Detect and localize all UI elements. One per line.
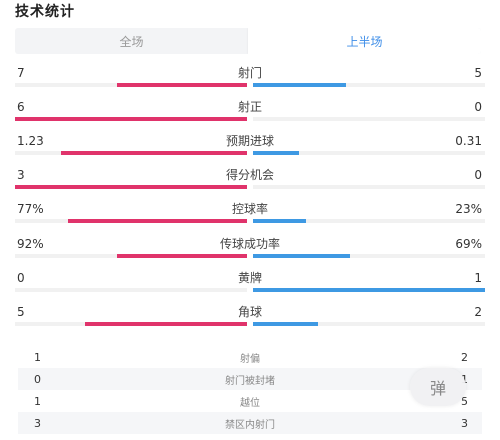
home-bar-track — [15, 151, 247, 155]
stat-label: 传球成功率 — [219, 237, 280, 251]
extra-home-value: 0 — [34, 372, 41, 386]
home-bar-fill — [61, 151, 247, 155]
away-bar-fill — [253, 322, 318, 326]
home-bar-track — [15, 254, 247, 258]
stat-away-value: 69% — [455, 237, 482, 251]
stat-away-value: 5 — [474, 66, 482, 80]
extra-stat-label: 射门被封堵 — [225, 375, 275, 387]
stat-label: 得分机会 — [225, 168, 274, 182]
away-bar-fill — [253, 254, 351, 258]
extra-stat-label: 禁区内射门 — [225, 419, 275, 431]
away-bar-track — [253, 219, 485, 223]
away-bar-track — [253, 288, 485, 292]
stat-home-value: 5 — [17, 305, 25, 319]
extra-home-value: 3 — [34, 416, 41, 430]
home-bar-fill — [15, 117, 247, 121]
period-tabs: 全场 上半场 — [15, 28, 481, 54]
home-bar-track — [15, 117, 247, 121]
stat-away-value: 23% — [455, 202, 482, 216]
extra-stat-row: 1 越位 5 — [18, 390, 482, 412]
away-bar-fill — [253, 151, 300, 155]
away-bar-track — [253, 151, 485, 155]
stat-home-value: 77% — [17, 202, 44, 216]
extra-away-value: 3 — [461, 416, 468, 430]
stat-home-value: 92% — [17, 237, 44, 251]
stat-row: 77% 控球率 23% — [0, 202, 500, 236]
extra-stat-row: 3 禁区内射门 3 — [18, 412, 482, 434]
extra-stats-table: 1射偏20射门被封堵11越位53禁区内射门3 — [18, 346, 482, 434]
away-bar-fill — [253, 83, 346, 87]
stat-away-value: 2 — [474, 305, 482, 319]
home-bar-track — [15, 322, 247, 326]
tab-full-match[interactable]: 全场 — [119, 34, 144, 49]
away-bar-track — [253, 117, 485, 121]
extra-away-value: 2 — [461, 350, 468, 364]
stat-home-value: 0 — [17, 271, 25, 285]
home-bar-fill — [117, 254, 247, 258]
stat-away-value: 0.31 — [455, 134, 482, 148]
stat-row: 6 射正 0 — [0, 100, 500, 134]
stat-away-value: 0 — [474, 168, 482, 182]
extra-home-value: 1 — [34, 394, 41, 408]
stat-label: 黄牌 — [237, 271, 262, 285]
home-bar-track — [15, 219, 247, 223]
stat-label: 角球 — [237, 305, 262, 319]
stat-away-value: 0 — [474, 100, 482, 114]
stat-row: 92% 传球成功率 69% — [0, 237, 500, 271]
stat-home-value: 6 — [17, 100, 25, 114]
stat-row: 1.23 预期进球 0.31 — [0, 134, 500, 168]
section-title: 技术统计 — [15, 4, 75, 20]
stat-label: 射正 — [237, 100, 262, 114]
stat-away-value: 1 — [474, 271, 482, 285]
extra-away-value: 5 — [461, 394, 468, 408]
home-bar-track — [15, 185, 247, 189]
stat-home-value: 7 — [17, 66, 25, 80]
home-bar-fill — [117, 83, 247, 87]
away-bar-track — [253, 185, 485, 189]
stat-label: 射门 — [237, 66, 262, 80]
home-bar-fill — [84, 322, 247, 326]
extra-stat-label: 射偏 — [240, 353, 260, 365]
away-bar-track — [253, 322, 485, 326]
extra-stat-label: 越位 — [240, 397, 260, 409]
stat-row: 3 得分机会 0 — [0, 168, 500, 202]
danmaku-button[interactable]: 弹 — [410, 368, 466, 406]
stat-label: 控球率 — [231, 202, 268, 216]
home-bar-track — [15, 83, 247, 87]
away-bar-fill — [253, 288, 485, 292]
tab-first-half[interactable]: 上半场 — [248, 28, 481, 54]
away-bar-fill — [253, 219, 307, 223]
stat-row: 5 角球 2 — [0, 305, 500, 339]
home-bar-fill — [68, 219, 247, 223]
stat-label: 预期进球 — [225, 134, 274, 148]
away-bar-track — [253, 254, 485, 258]
stat-row: 7 射门 5 — [0, 66, 500, 100]
home-bar-fill — [15, 185, 247, 189]
stat-home-value: 3 — [17, 168, 25, 182]
away-bar-track — [253, 83, 485, 87]
stat-home-value: 1.23 — [17, 134, 44, 148]
home-bar-track — [15, 288, 247, 292]
stat-row: 0 黄牌 1 — [0, 271, 500, 305]
extra-home-value: 1 — [34, 350, 41, 364]
extra-stat-row: 1 射偏 2 — [18, 346, 482, 368]
